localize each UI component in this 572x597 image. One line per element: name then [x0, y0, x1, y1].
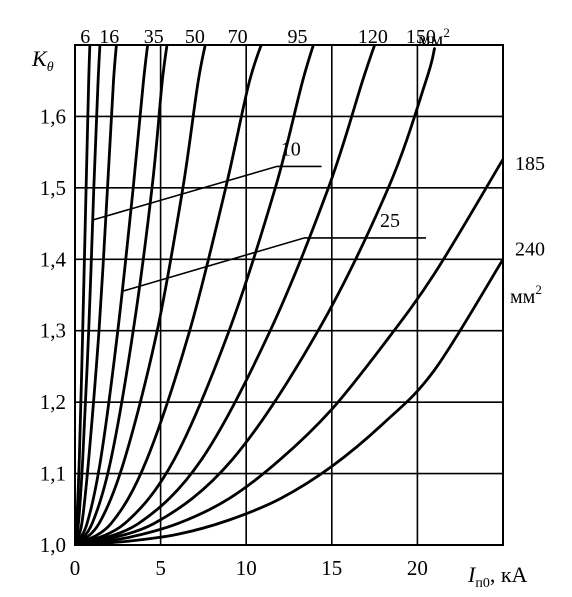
x-tick-label: 10: [236, 556, 257, 580]
leader-25: [121, 237, 426, 293]
top-label-70: 70: [228, 26, 248, 48]
top-label-150: 150: [406, 26, 436, 48]
unit-label-240: мм2: [510, 282, 542, 308]
y-tick-label: 1,3: [40, 319, 66, 343]
top-label-50: 50: [185, 26, 205, 48]
curve-95: [75, 45, 315, 545]
annotation-leaders: [92, 165, 426, 293]
curve-70: [75, 45, 263, 545]
curve-25: [75, 45, 150, 545]
annotation-10: 10: [281, 139, 301, 161]
x-tick-label: 20: [407, 556, 428, 580]
curve-16: [75, 45, 118, 545]
x-tick-label: 0: [70, 556, 81, 580]
top-label-120: 120: [358, 26, 388, 48]
annotation-25: 25: [380, 210, 400, 232]
tick-labels: 0 5 10 15 20 1,0 1,1 1,2 1,3 1,4 1,5 1,6: [40, 104, 428, 580]
top-unit-label: мм2: [418, 25, 450, 51]
y-tick-label: 1,0: [40, 533, 66, 557]
y-tick-label: 1,6: [40, 104, 66, 128]
curve-150: [75, 47, 436, 545]
curve-50: [75, 45, 207, 545]
top-section-labels: 6 16 35 50 70 95 120 150: [80, 26, 436, 48]
y-tick-label: 1,1: [40, 462, 66, 486]
leader-10: [92, 165, 322, 221]
annotation-185: 185: [515, 153, 545, 175]
top-label-16: 16: [99, 26, 119, 48]
curve-185: [75, 157, 503, 545]
x-tick-label: 5: [155, 556, 166, 580]
plot-frame: [74, 44, 504, 546]
y-tick-label: 1,5: [40, 176, 66, 200]
curve-120: [75, 45, 376, 545]
curve-10: [75, 45, 102, 545]
annotations: 10 25 185 240: [281, 139, 545, 261]
x-tick-label: 15: [321, 556, 342, 580]
grid: [75, 45, 503, 545]
curve-35: [75, 45, 169, 545]
annotation-240: 240: [515, 239, 545, 261]
curve-6: [75, 45, 92, 545]
curve-240: [75, 257, 503, 545]
y-tick-label: 1,4: [40, 247, 67, 271]
x-axis-label: Iп0, кА: [467, 562, 528, 591]
top-label-6: 6: [80, 26, 90, 48]
y-tick-label: 1,2: [40, 390, 66, 414]
top-label-95: 95: [288, 26, 308, 48]
series-curves: [75, 45, 503, 545]
top-label-35: 35: [144, 26, 164, 48]
y-axis-label: Kθ: [31, 46, 54, 75]
